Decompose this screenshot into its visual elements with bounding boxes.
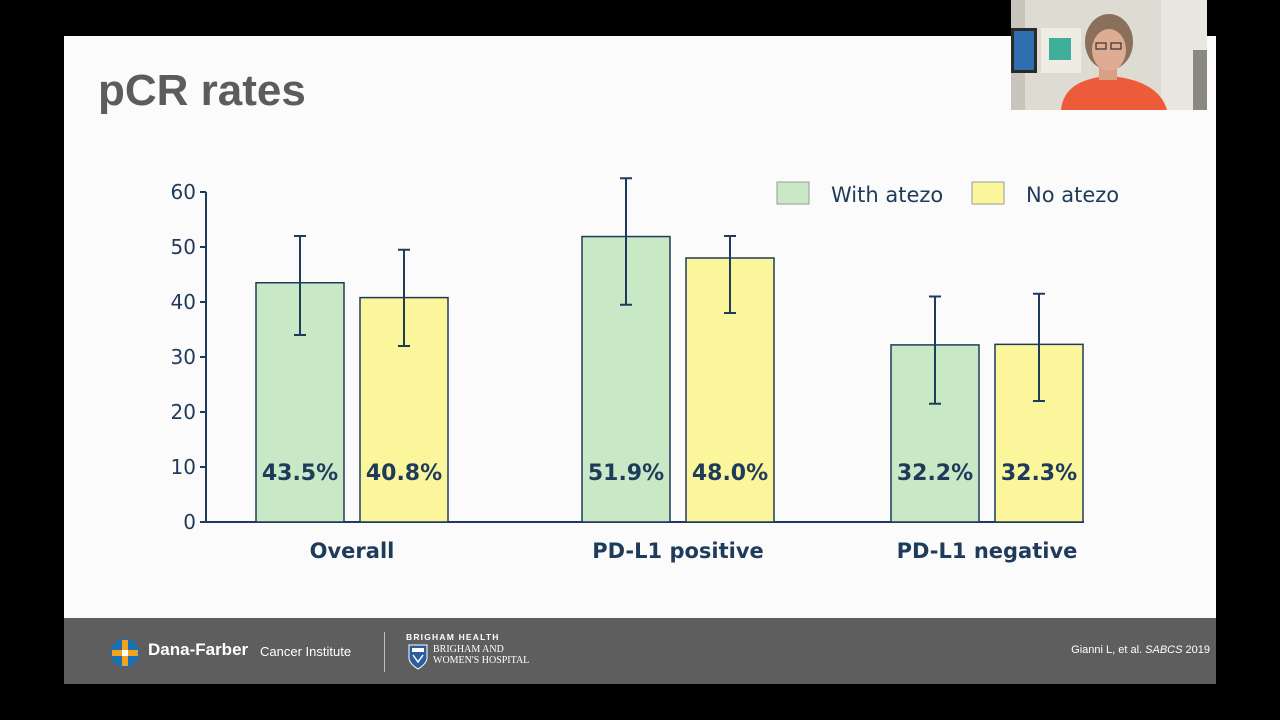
brigham-health-label: BRIGHAM HEALTH <box>406 632 500 642</box>
citation: Gianni L, et al. SABCS 2019 <box>1071 644 1210 656</box>
data-label-1-1: 48.0% <box>692 461 768 486</box>
data-label-0-0: 43.5% <box>262 461 338 486</box>
legend-label-1: No atezo <box>1026 183 1119 207</box>
y-tick-label-0: 0 <box>183 510 196 534</box>
data-label-1-0: 40.8% <box>366 461 442 486</box>
brigham-hospital-line1: BRIGHAM AND <box>433 644 504 655</box>
citation-year: 2019 <box>1185 644 1210 656</box>
y-tick-label-50: 50 <box>171 235 196 259</box>
category-label-1: PD-L1 positive <box>592 539 764 563</box>
category-label-2: PD-L1 negative <box>897 539 1078 563</box>
y-tick-label-20: 20 <box>171 400 196 424</box>
brigham-hospital-line2: WOMEN'S HOSPITAL <box>433 655 530 666</box>
y-tick-label-10: 10 <box>171 455 196 479</box>
y-tick-label-60: 60 <box>171 180 196 204</box>
y-tick-label-40: 40 <box>171 290 196 314</box>
brigham-hospital-name: BRIGHAM AND WOMEN'S HOSPITAL <box>433 644 529 666</box>
presenter-video-frame <box>1011 0 1207 110</box>
legend-swatch-0 <box>776 181 810 205</box>
data-label-1-2: 32.3% <box>1001 461 1077 486</box>
citation-authors: Gianni L, et al. <box>1071 644 1143 656</box>
legend-label-0: With atezo <box>831 183 943 207</box>
slide-title: pCR rates <box>98 66 306 115</box>
footer-bar: Dana-Farber Cancer Institute BRIGHAM HEA… <box>64 618 1216 684</box>
dana-farber-logo-icon <box>110 638 140 668</box>
bar-chart: 0 10 20 30 40 50 60 43.5% 51.9% 32.2% 40.8% 48.0% 32… <box>171 177 1119 563</box>
y-tick-label-30: 30 <box>171 345 196 369</box>
footer-divider <box>384 632 385 672</box>
data-label-0-2: 32.2% <box>897 461 973 486</box>
webcam-video <box>1011 0 1207 110</box>
slide: pCR rates 0 10 20 30 40 50 60 43.5% 51.9% 32.2% 40… <box>64 36 1216 684</box>
brigham-shield-icon <box>408 644 428 670</box>
data-label-0-1: 51.9% <box>588 461 664 486</box>
category-label-0: Overall <box>310 539 395 563</box>
dana-farber-name: Dana-Farber <box>148 640 249 659</box>
dana-farber-suffix: Cancer Institute <box>260 644 352 659</box>
legend-swatch-1 <box>971 181 1005 205</box>
citation-venue: SABCS <box>1145 644 1183 656</box>
